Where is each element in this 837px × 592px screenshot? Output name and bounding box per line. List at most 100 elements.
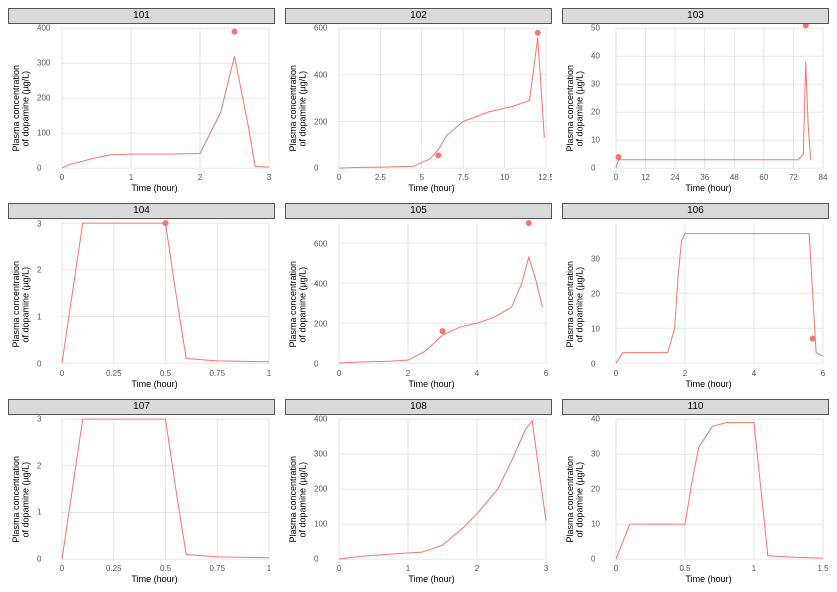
y-tick: 2 — [36, 461, 42, 470]
x-axis-label: Time (hour) — [588, 182, 829, 193]
data-point — [440, 328, 446, 334]
x-tick: 1.5 — [816, 564, 829, 573]
x-tick: 0 — [336, 564, 342, 573]
x-tick: 0 — [336, 369, 342, 378]
x-tick: 0 — [336, 173, 342, 182]
chart-svg — [311, 415, 552, 573]
x-tick: 0 — [613, 173, 619, 182]
y-tick: 1 — [36, 508, 42, 517]
y-tick: 10 — [590, 136, 601, 145]
chart-svg — [34, 24, 275, 182]
data-point — [535, 30, 541, 36]
x-tick: 1 — [405, 564, 411, 573]
y-tick: 400 — [36, 24, 51, 33]
x-tick: 60 — [758, 173, 769, 182]
x-tick: 0.25 — [105, 564, 123, 573]
plot-area: 02460200400600 — [311, 219, 552, 377]
x-tick: 0.25 — [105, 369, 123, 378]
strip-label: 103 — [562, 8, 829, 24]
y-axis-label: Plasma concentrationof dopamine (µg/L) — [12, 261, 31, 348]
x-tick: 0 — [59, 564, 65, 573]
strip-label: 108 — [285, 399, 552, 415]
x-tick: 36 — [699, 173, 710, 182]
x-axis-label: Time (hour) — [34, 573, 275, 584]
facet-panel-106: 106 Plasma concentrationof dopamine (µg/L… — [562, 203, 829, 388]
y-tick: 0 — [313, 554, 319, 563]
strip-label: 110 — [562, 399, 829, 415]
series-line — [616, 62, 811, 168]
y-tick: 20 — [590, 108, 601, 117]
x-tick: 48 — [729, 173, 740, 182]
y-tick: 20 — [590, 289, 601, 298]
y-tick: 0 — [36, 164, 42, 173]
x-tick: 0.5 — [159, 369, 172, 378]
y-tick: 600 — [313, 239, 328, 248]
x-tick: 1 — [751, 564, 757, 573]
plot-area: 00.250.50.7510123 — [34, 415, 275, 573]
y-tick: 400 — [313, 71, 328, 80]
series-line — [339, 37, 544, 168]
facet-panel-105: 105Plasma concentrationof dopamine (µg/L… — [285, 203, 552, 388]
x-axis-label: Time (hour) — [311, 182, 552, 193]
x-tick: 2 — [682, 369, 688, 378]
data-point — [810, 336, 816, 342]
y-tick: 200 — [313, 484, 328, 493]
x-axis-label: Time (hour) — [588, 573, 829, 584]
y-tick: 0 — [36, 359, 42, 368]
x-tick: 72 — [788, 173, 799, 182]
y-tick: 50 — [590, 24, 601, 33]
y-tick: 3 — [36, 415, 42, 424]
chart-svg — [588, 415, 829, 573]
y-tick: 400 — [313, 415, 328, 424]
y-tick: 100 — [313, 519, 328, 528]
y-axis-label: Plasma concentrationof dopamine (µg/L) — [12, 65, 31, 152]
x-axis-label: Time (hour) — [311, 573, 552, 584]
plot-area: 00.511.5010203040 — [588, 415, 829, 573]
x-tick: 2.5 — [374, 173, 387, 182]
y-tick: 200 — [313, 117, 328, 126]
x-axis-label: Time (hour) — [311, 378, 552, 389]
y-axis-label: Plasma concentrationof dopamine (µg/L) — [289, 65, 308, 152]
x-tick: 1 — [128, 173, 134, 182]
y-tick: 200 — [313, 319, 328, 328]
y-axis-label: Plasma concentrationof dopamine (µg/L) — [12, 456, 31, 543]
strip-label: 107 — [8, 399, 275, 415]
data-point — [615, 154, 621, 160]
x-tick: 1 — [266, 369, 272, 378]
y-tick: 300 — [36, 59, 51, 68]
strip-label: 102 — [285, 8, 552, 24]
x-tick: 4 — [751, 369, 757, 378]
y-axis-label: Plasma concentrationof dopamine (µg/L) — [289, 261, 308, 348]
y-tick: 10 — [590, 324, 601, 333]
x-tick: 1 — [266, 564, 272, 573]
x-axis-label: Time (hour) — [588, 378, 829, 389]
y-tick: 40 — [590, 52, 601, 61]
y-tick: 0 — [313, 359, 319, 368]
strip-label: 106 — [562, 203, 829, 219]
plot-area: 01230100200300400 — [34, 24, 275, 182]
plot-area: 02.557.51012.50200400600 — [311, 24, 552, 182]
plot-area: 00.250.50.7510123 — [34, 219, 275, 377]
facet-panel-101: 101 Plasma concentrationof dopamine (µg/L… — [8, 8, 275, 193]
y-tick: 30 — [590, 80, 601, 89]
y-tick: 30 — [590, 449, 601, 458]
x-tick: 84 — [818, 173, 829, 182]
y-tick: 100 — [36, 129, 51, 138]
y-axis-label: Plasma concentrationof dopamine (µg/L) — [566, 456, 585, 543]
data-point — [803, 24, 809, 28]
y-axis-label: Plasma concentrationof dopamine (µg/L) — [289, 456, 308, 543]
chart-svg — [588, 24, 829, 182]
y-tick: 1 — [36, 313, 42, 322]
x-tick: 0 — [613, 564, 619, 573]
y-tick: 2 — [36, 266, 42, 275]
y-axis-label: Plasma concentrationof dopamine (µg/L) — [566, 261, 585, 348]
x-tick: 0 — [613, 369, 619, 378]
data-point — [526, 220, 532, 226]
plot-area: 01230100200300400 — [311, 415, 552, 573]
strip-label: 101 — [8, 8, 275, 24]
y-tick: 40 — [590, 415, 601, 424]
y-tick: 0 — [590, 164, 596, 173]
x-tick: 10 — [499, 173, 510, 182]
x-tick: 12 — [640, 173, 651, 182]
chart-svg — [34, 415, 275, 573]
